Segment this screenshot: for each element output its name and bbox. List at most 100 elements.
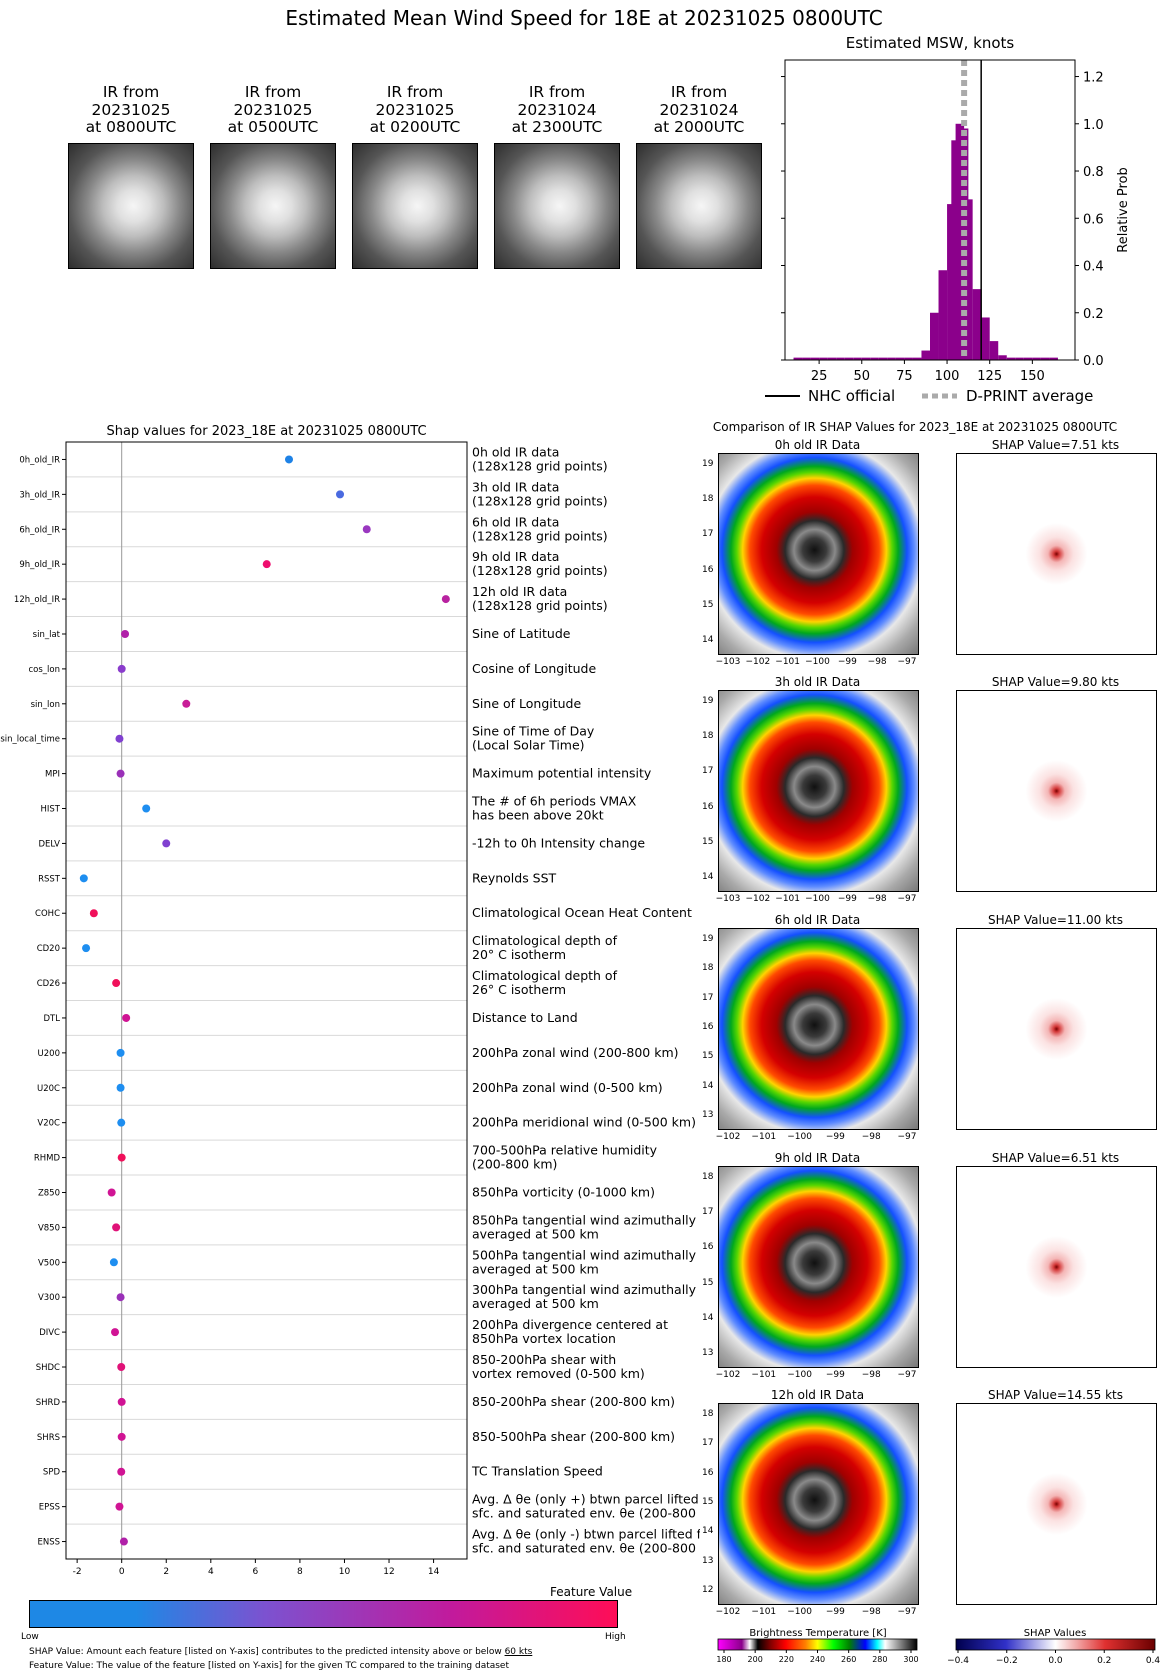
shap-frame bbox=[65, 441, 468, 1560]
ir-xtick-label: −98 bbox=[867, 894, 887, 904]
feature-description-line: 12h old IR data bbox=[472, 584, 567, 599]
feature-description-line: 500hPa tangential wind azimuthally bbox=[472, 1247, 697, 1262]
shap-heatmap-image bbox=[956, 453, 1157, 655]
ir-xtick-label: −99 bbox=[837, 894, 857, 904]
shap-point bbox=[116, 769, 125, 778]
feature-description-line: 300hPa tangential wind azimuthally bbox=[472, 1282, 697, 1297]
msw-frame bbox=[784, 59, 1076, 361]
feature-name: SPD bbox=[43, 1468, 61, 1478]
ir-thumbnail-caption-line: 20231024 bbox=[659, 100, 739, 119]
ir-ytick-label: 15 bbox=[702, 836, 714, 847]
feature-description-line: 850hPa tangential wind azimuthally bbox=[472, 1212, 697, 1227]
ir-ytick-label: 17 bbox=[702, 766, 714, 777]
feature-value-colorbar bbox=[29, 1600, 618, 1628]
msw-histogram: Estimated MSW, knots 25 50 75 100 125 150 0.0 0.… bbox=[765, 34, 1131, 405]
msw-bar bbox=[861, 357, 871, 360]
ir-xtick-label: −99 bbox=[825, 1370, 845, 1380]
ir-xtick-label: −99 bbox=[837, 657, 857, 667]
feature-description-line: Avg. Δ θe (only +) btwn parcel lifted fr… bbox=[472, 1492, 700, 1507]
shap-panel-title: SHAP Value=11.00 kts bbox=[988, 913, 1123, 927]
feature-name: sin_lat bbox=[33, 630, 61, 640]
ir-xtick-label: −100 bbox=[787, 1370, 812, 1380]
shap-point bbox=[121, 629, 130, 638]
legend-dprint-label: D-PRINT average bbox=[966, 387, 1093, 405]
shap-colorbar-tick-label: −0.2 bbox=[996, 1656, 1018, 1666]
ir-ytick-label: 16 bbox=[702, 564, 714, 575]
feature-description: 3h old IR data (128x128 grid points) bbox=[472, 479, 608, 508]
feature-description: 200hPa meridional wind (0-500 km) bbox=[472, 1115, 696, 1130]
ir-panel-title: 0h old IR Data bbox=[774, 438, 861, 452]
msw-bar bbox=[1023, 357, 1033, 360]
shap-point bbox=[117, 664, 126, 673]
feature-name: sin_local_time bbox=[0, 735, 60, 745]
feature-description-line: Avg. Δ θe (only -) btwn parcel lifted fr… bbox=[472, 1527, 700, 1542]
shap-panel-title: SHAP Value=9.80 kts bbox=[991, 675, 1120, 689]
ir-thumbnail: IR from 20231025 at 0500UTC bbox=[210, 83, 336, 269]
legend-nhc-label: NHC official bbox=[808, 387, 895, 405]
ir-ytick-label: 18 bbox=[702, 1409, 714, 1419]
ir-ytick-label: 13 bbox=[702, 1110, 714, 1120]
ir-ytick-label: 16 bbox=[702, 1467, 714, 1478]
ir-thumbnail: IR from 20231024 at 2300UTC bbox=[494, 83, 620, 269]
ir-thumbnail-caption: IR from 20231025 at 0500UTC bbox=[210, 83, 336, 137]
shap-point bbox=[117, 1118, 126, 1127]
feature-description-line: 6h old IR data bbox=[472, 514, 559, 529]
shap-point bbox=[117, 1397, 126, 1406]
shap-heatmap-image bbox=[956, 690, 1157, 892]
shap-xtick-label: 14 bbox=[428, 1567, 440, 1575]
ir-thumbnail-caption-line: at 2000UTC bbox=[653, 118, 745, 136]
feature-description: Maximum potential intensity bbox=[472, 766, 652, 781]
feature-description-line: 850hPa vorticity (0-1000 km) bbox=[472, 1184, 655, 1199]
ir-panel-title: 9h old IR Data bbox=[774, 1151, 861, 1165]
feature-description: 12h old IR data (128x128 grid points) bbox=[472, 584, 608, 613]
feature-description-line: Sine of Longitude bbox=[472, 696, 581, 711]
msw-bar bbox=[870, 357, 879, 360]
feature-name: RSST bbox=[38, 874, 61, 884]
shap-point bbox=[116, 1048, 125, 1057]
shap-heatmap-image bbox=[956, 1403, 1157, 1605]
feature-description: Climatological depth of 20° C isotherm bbox=[472, 933, 618, 962]
feature-description-line: -12h to 0h Intensity change bbox=[472, 835, 645, 850]
bt-colorbar-tick-label: 240 bbox=[810, 1655, 825, 1664]
shap-point bbox=[285, 455, 294, 464]
ir-xtick-label: −102 bbox=[715, 1132, 741, 1142]
feature-description-line: 200hPa zonal wind (200-800 km) bbox=[472, 1045, 679, 1060]
bt-colorbar-tick-label: 200 bbox=[748, 1655, 763, 1664]
ir-satellite-image bbox=[210, 142, 336, 269]
shap-scatter: Shap values for 2023_18E at 20231025 080… bbox=[0, 424, 700, 1575]
ir-xtick-label: −101 bbox=[751, 1607, 777, 1617]
bottom-colorbars: Brightness Temperature [K] 180 200 220 240 26… bbox=[716, 1628, 1160, 1666]
msw-bar bbox=[895, 357, 905, 360]
feature-name: DTL bbox=[44, 1014, 61, 1024]
ir-panel-title: 12h old IR Data bbox=[770, 1388, 865, 1402]
feature-description-line: Cosine of Longitude bbox=[472, 661, 596, 676]
msw-xtick-label: 150 bbox=[1020, 369, 1045, 384]
feature-description: 700-500hPa relative humidity (200-800 km) bbox=[472, 1143, 658, 1172]
ir-xtick-label: −97 bbox=[897, 894, 917, 904]
shap-point bbox=[107, 1188, 116, 1197]
ir-xtick-label: −101 bbox=[751, 1370, 777, 1380]
feature-name: V20C bbox=[37, 1119, 60, 1129]
feature-description-line: 9h old IR data bbox=[472, 549, 559, 564]
feature-description: 850-200hPa shear (200-800 km) bbox=[472, 1394, 675, 1409]
feature-description-line: 700-500hPa relative humidity bbox=[472, 1143, 658, 1158]
ir-thumbnail-caption-line: IR from bbox=[102, 83, 160, 101]
msw-ytick-label: 1.2 bbox=[1083, 71, 1104, 86]
shap-point bbox=[116, 1293, 125, 1302]
ir-thumbnail-caption: IR from 20231024 at 2300UTC bbox=[494, 83, 620, 137]
feature-name: V300 bbox=[38, 1293, 60, 1303]
shap-xtick-label: 0 bbox=[119, 1567, 125, 1575]
feature-description-line: 850-200hPa shear with bbox=[472, 1352, 616, 1367]
ir-thumbnail-caption-line: 20231025 bbox=[375, 100, 455, 119]
shap-panel-title: SHAP Value=7.51 kts bbox=[991, 438, 1120, 452]
ir-xtick-label: −98 bbox=[861, 1370, 881, 1380]
feature-description: 850hPa tangential wind azimuthally averag… bbox=[472, 1212, 697, 1241]
feature-description-line: Climatological depth of bbox=[472, 968, 618, 983]
ir-xtick-label: −97 bbox=[897, 1132, 917, 1142]
feature-description: 200hPa divergence centered at 850hPa vort… bbox=[472, 1317, 668, 1346]
feature-description-line: Sine of Latitude bbox=[472, 626, 571, 641]
feature-description-line: 26° C isotherm bbox=[472, 982, 566, 997]
ir-thumbnail: IR from 20231024 at 2000UTC bbox=[636, 83, 762, 269]
feature-name: 12h_old_IR bbox=[14, 595, 60, 605]
ir-ytick-label: 15 bbox=[702, 1051, 714, 1062]
